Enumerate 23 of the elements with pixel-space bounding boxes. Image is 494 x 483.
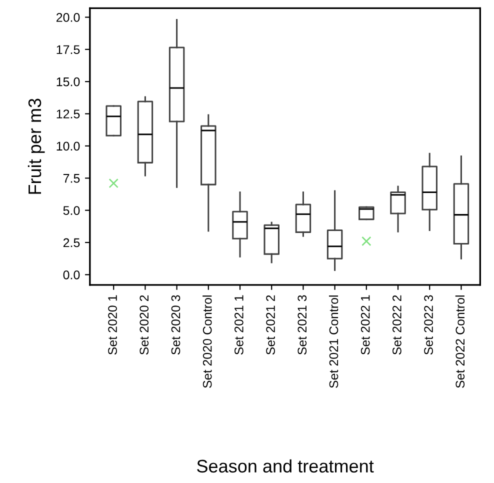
y-tick-label: 5.0 [63,206,80,215]
x-tick-label: Set 2022 2 [392,295,402,355]
y-tick-label: 17.5 [56,45,80,54]
y-tick-label: 0.0 [63,270,80,280]
y-tick-label: 7.5 [63,174,80,183]
x-tick-label: Set 2020 1 [108,295,117,355]
y-tick-label: 10.0 [56,142,80,151]
x-tick-label: Set 2021 3 [298,295,307,355]
x-tick-label: Set 2020 3 [171,295,180,355]
y-tick-label: 20.0 [56,13,80,22]
y-tick-label: 12.5 [56,110,80,118]
x-tick-label: Set 2022 1 [360,295,370,355]
x-tick-label: Set 2021 Control [328,296,338,388]
x-tick-label: Set 2022 3 [424,295,433,355]
x-tick-label: Set 2020 2 [140,295,149,355]
y-tick-label: 2.5 [63,238,80,248]
y-tick-label: 15.0 [56,77,80,86]
x-axis-title: Season and treatment [197,459,374,473]
x-tick-label: Set 2021 1 [234,295,244,355]
x-tick-label: Set 2021 2 [266,295,275,355]
y-axis-title: Fruit per m3 [28,98,45,194]
x-tick-label: Set 2020 Control [202,296,212,388]
x-tick-label: Set 2022 Control [455,296,465,388]
